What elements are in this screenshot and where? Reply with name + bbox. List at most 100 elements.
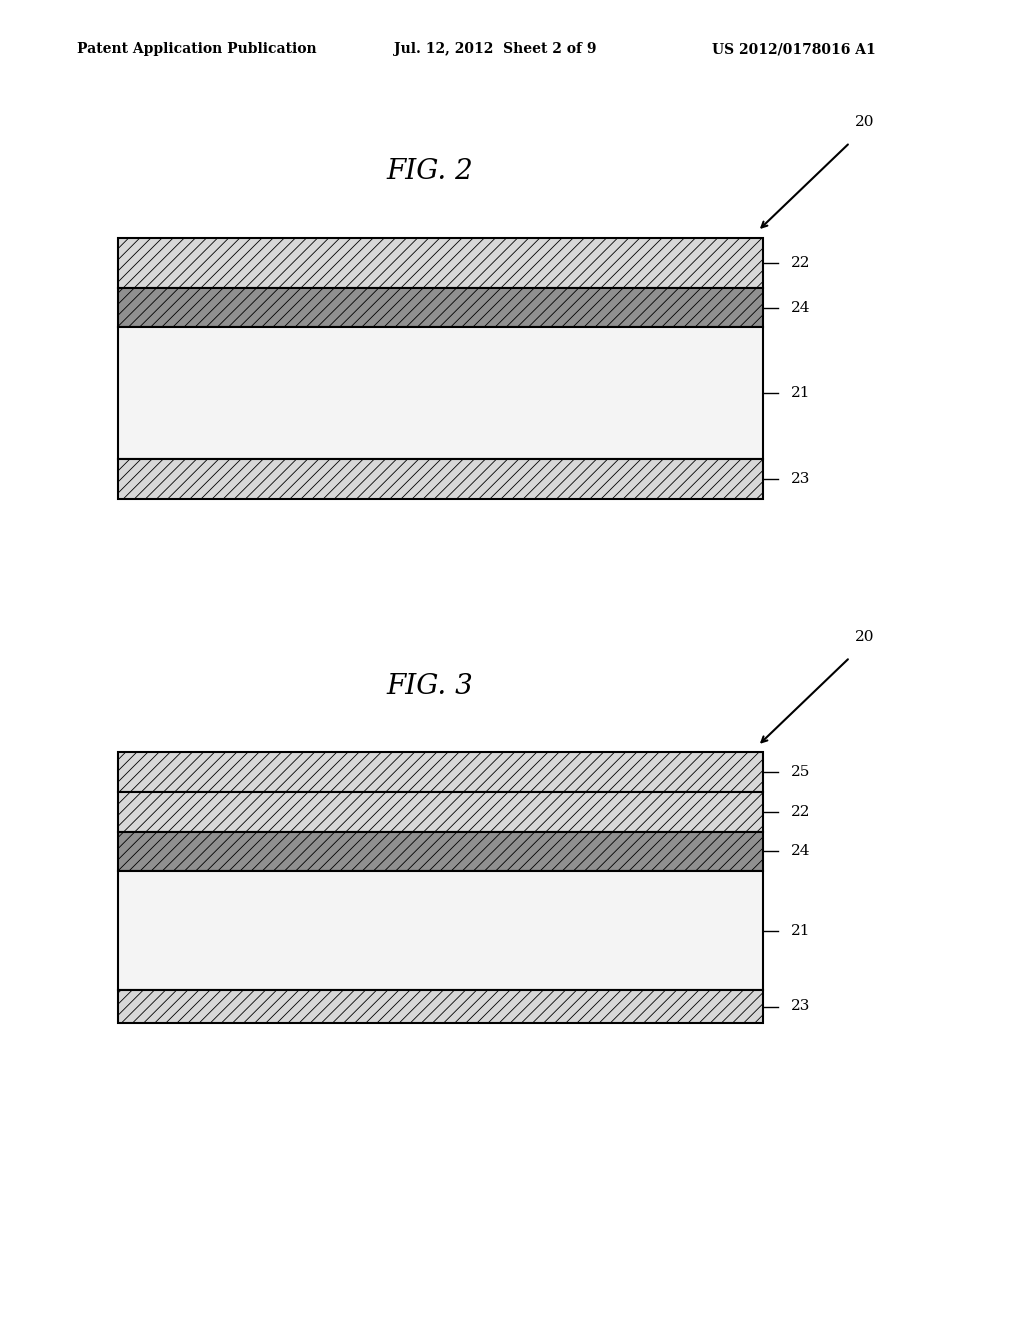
Point xyxy=(122,954,138,975)
Point xyxy=(751,904,767,925)
Point xyxy=(485,334,502,355)
Point xyxy=(485,370,502,391)
Point xyxy=(322,946,338,968)
Point xyxy=(513,878,529,899)
Point xyxy=(460,927,476,948)
Point xyxy=(706,348,722,370)
Point xyxy=(528,384,545,405)
Point xyxy=(626,433,642,454)
Point xyxy=(193,927,209,948)
Point xyxy=(272,950,289,972)
Point xyxy=(436,339,453,360)
Point xyxy=(306,350,323,371)
Point xyxy=(145,434,162,455)
Point xyxy=(258,395,274,416)
Point xyxy=(494,367,510,388)
Point xyxy=(738,957,755,978)
Point xyxy=(153,956,169,977)
Point xyxy=(574,863,591,884)
Point xyxy=(683,366,699,387)
Point xyxy=(699,962,716,983)
Point xyxy=(137,953,154,974)
Point xyxy=(327,426,343,447)
Point xyxy=(258,391,274,412)
Point xyxy=(124,954,140,975)
Point xyxy=(403,367,420,388)
Point xyxy=(404,890,421,911)
Point xyxy=(745,441,762,462)
Point xyxy=(343,891,359,912)
Point xyxy=(273,327,290,348)
Point xyxy=(561,920,578,941)
Point xyxy=(673,444,689,465)
Point xyxy=(282,352,298,374)
Point xyxy=(635,347,651,368)
Point xyxy=(350,362,367,383)
Point xyxy=(563,975,580,997)
Point xyxy=(651,403,668,424)
Point xyxy=(229,970,246,991)
Point xyxy=(178,330,195,351)
Point xyxy=(228,388,245,409)
Point xyxy=(180,871,197,892)
Point xyxy=(541,952,557,973)
Point xyxy=(258,884,274,906)
Point xyxy=(690,388,707,409)
Point xyxy=(710,962,726,983)
Point xyxy=(414,875,430,896)
Point xyxy=(130,871,146,892)
Point xyxy=(529,970,546,991)
Point xyxy=(374,425,390,446)
Point xyxy=(297,428,313,449)
Point xyxy=(554,925,570,946)
Point xyxy=(258,899,274,920)
Bar xyxy=(118,871,763,990)
Point xyxy=(512,966,528,987)
Point xyxy=(394,445,411,466)
Point xyxy=(199,348,215,370)
Point xyxy=(637,323,653,345)
Point xyxy=(317,921,334,942)
Point xyxy=(182,434,199,455)
Point xyxy=(615,391,632,412)
Point xyxy=(646,953,663,974)
Point xyxy=(115,953,131,974)
Point xyxy=(263,327,280,348)
Point xyxy=(707,952,723,973)
Point xyxy=(298,970,314,991)
Point xyxy=(188,319,205,341)
Point xyxy=(349,425,366,446)
Point xyxy=(532,937,549,958)
Point xyxy=(584,924,600,945)
Point xyxy=(610,907,627,928)
Point xyxy=(273,871,290,892)
Point xyxy=(332,388,348,409)
Point xyxy=(326,916,342,937)
Point xyxy=(641,335,657,356)
Point xyxy=(334,916,350,937)
Point xyxy=(365,418,381,440)
Point xyxy=(401,421,418,442)
Point xyxy=(323,956,339,977)
Point xyxy=(464,953,480,974)
Point xyxy=(512,890,528,911)
Point xyxy=(218,871,234,892)
Point xyxy=(328,351,344,372)
Point xyxy=(579,440,595,461)
Point xyxy=(655,906,672,927)
Point xyxy=(398,414,415,436)
Point xyxy=(280,887,296,908)
Point xyxy=(222,952,239,973)
Point xyxy=(216,432,232,453)
Point xyxy=(185,944,202,965)
Point xyxy=(280,339,296,360)
Point xyxy=(290,409,306,430)
Point xyxy=(429,908,445,929)
Point xyxy=(610,383,627,404)
Point xyxy=(392,350,409,371)
Point xyxy=(215,366,231,387)
Point xyxy=(627,401,643,422)
Point xyxy=(413,890,429,911)
Point xyxy=(177,906,194,927)
Point xyxy=(503,335,519,356)
